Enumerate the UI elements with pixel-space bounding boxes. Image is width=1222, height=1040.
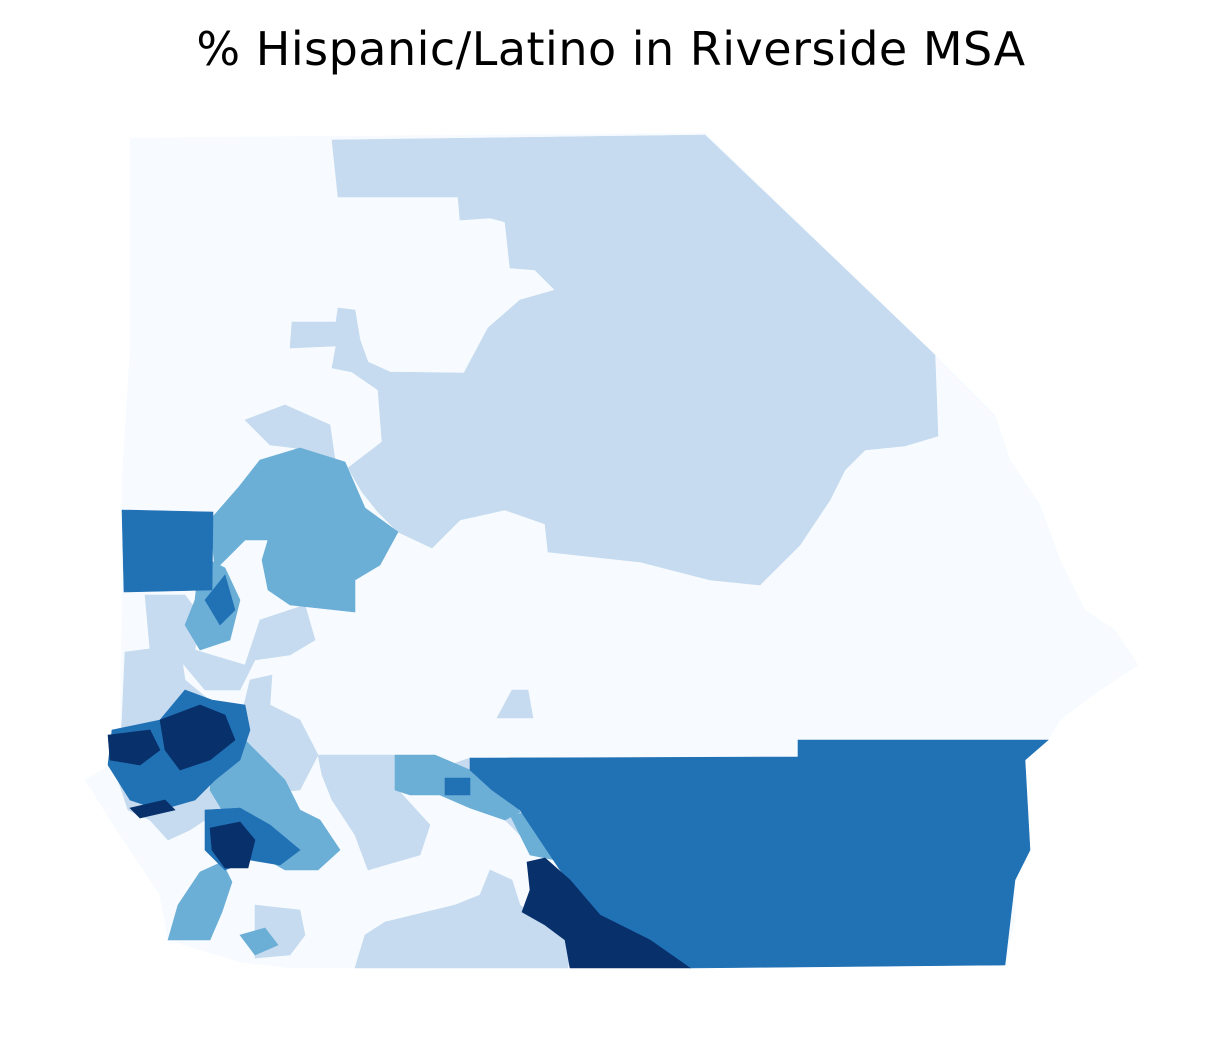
region-dense-strip — [129, 799, 176, 819]
region-dense-lower-valley — [521, 857, 691, 969]
region-dense-core-west — [107, 729, 161, 766]
region-southwest-valley — [167, 861, 233, 941]
map-title: % Hispanic/Latino in Riverside MSA — [196, 22, 1026, 76]
region-north-desert — [289, 134, 939, 586]
region-dense-south-city — [209, 821, 256, 869]
class-level-5-regions — [107, 704, 691, 969]
region-lower-desert — [954, 874, 1006, 966]
region-southwest-pocket — [239, 927, 279, 956]
region-east-pocket — [444, 777, 471, 796]
region-west-tract — [121, 509, 214, 593]
region-coachella-valley — [469, 739, 1049, 969]
region-dense-core-central — [159, 704, 236, 771]
region-mountain-communities — [209, 447, 399, 613]
region-foothill-tracts — [204, 574, 236, 626]
region-small-desert-patch — [496, 689, 534, 719]
